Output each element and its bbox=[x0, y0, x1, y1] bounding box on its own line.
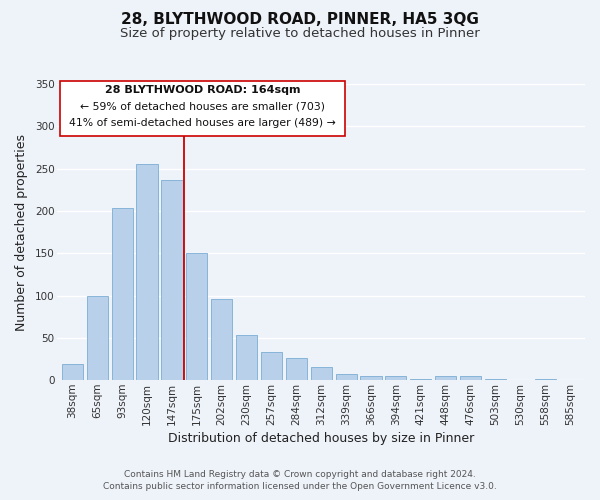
Bar bbox=[136, 164, 158, 380]
FancyBboxPatch shape bbox=[60, 81, 345, 136]
Bar bbox=[261, 352, 282, 380]
Text: 28 BLYTHWOOD ROAD: 164sqm: 28 BLYTHWOOD ROAD: 164sqm bbox=[105, 86, 300, 96]
Bar bbox=[335, 374, 356, 380]
Bar bbox=[112, 208, 133, 380]
Bar bbox=[385, 376, 406, 380]
Bar bbox=[186, 253, 208, 380]
Y-axis label: Number of detached properties: Number of detached properties bbox=[15, 134, 28, 330]
Bar bbox=[460, 376, 481, 380]
Text: 41% of semi-detached houses are larger (489) →: 41% of semi-detached houses are larger (… bbox=[69, 118, 336, 128]
Bar bbox=[161, 180, 182, 380]
Text: Contains public sector information licensed under the Open Government Licence v3: Contains public sector information licen… bbox=[103, 482, 497, 491]
Bar bbox=[62, 364, 83, 380]
Bar bbox=[236, 336, 257, 380]
Text: Size of property relative to detached houses in Pinner: Size of property relative to detached ho… bbox=[120, 28, 480, 40]
Bar bbox=[361, 376, 382, 380]
Bar bbox=[87, 296, 108, 380]
Bar bbox=[211, 299, 232, 380]
Bar bbox=[435, 376, 456, 380]
Bar bbox=[311, 368, 332, 380]
X-axis label: Distribution of detached houses by size in Pinner: Distribution of detached houses by size … bbox=[168, 432, 475, 445]
Bar bbox=[286, 358, 307, 380]
Text: Contains HM Land Registry data © Crown copyright and database right 2024.: Contains HM Land Registry data © Crown c… bbox=[124, 470, 476, 479]
Text: ← 59% of detached houses are smaller (703): ← 59% of detached houses are smaller (70… bbox=[80, 102, 325, 112]
Text: 28, BLYTHWOOD ROAD, PINNER, HA5 3QG: 28, BLYTHWOOD ROAD, PINNER, HA5 3QG bbox=[121, 12, 479, 28]
